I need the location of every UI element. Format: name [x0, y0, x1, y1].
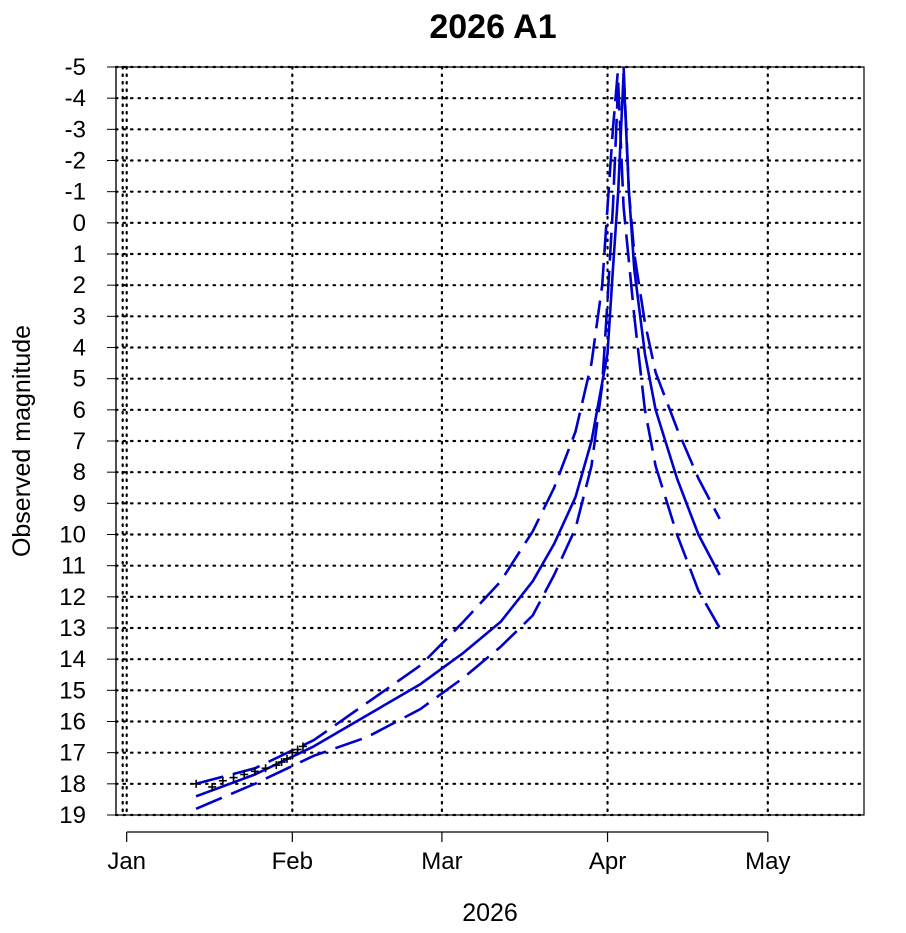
chart-title: 2026 A1	[429, 8, 556, 46]
y-tick-label: 15	[59, 677, 86, 704]
y-tick-label: -3	[65, 116, 86, 143]
x-tick-label: Apr	[589, 848, 626, 875]
x-tick-label: Jan	[107, 848, 146, 875]
observation-point	[299, 742, 307, 751]
y-tick-label: 17	[59, 740, 86, 767]
y-tick-label: 11	[61, 553, 86, 580]
y-tick-label: 10	[59, 522, 86, 549]
x-tick-label: May	[745, 848, 790, 875]
y-axis-label: Observed magnitude	[8, 325, 36, 557]
observation-point	[261, 764, 270, 773]
y-tick-label: 7	[73, 428, 86, 455]
observation-point	[218, 776, 227, 785]
x-axis: Jan Feb Mar Apr May	[107, 831, 791, 875]
series-line-1	[195, 73, 625, 798]
x-axis-label: 2026	[462, 899, 518, 927]
y-tick-label: 6	[73, 397, 86, 424]
y-tick-label: -4	[65, 85, 86, 112]
observation-point	[277, 758, 286, 767]
y-tick-label: 2	[73, 272, 86, 299]
y-tick-label: 5	[73, 366, 86, 393]
y-tick-label: 0	[73, 210, 86, 237]
series-line-2	[622, 73, 721, 576]
x-tick-label: Mar	[421, 848, 462, 875]
y-tick-label: 12	[59, 584, 86, 611]
observation-point	[229, 773, 238, 782]
observation-point	[272, 761, 281, 770]
observation-point	[288, 748, 297, 757]
y-tick-label: 3	[73, 303, 86, 330]
observation-point	[192, 779, 201, 788]
y-tick-label: 18	[59, 771, 86, 798]
y-tick-label: 16	[59, 709, 86, 736]
observation-point	[240, 770, 249, 779]
observations	[192, 742, 307, 791]
x-tick-label: Feb	[272, 848, 313, 875]
observation-point	[293, 745, 302, 754]
y-tick-label: 13	[59, 615, 86, 642]
y-tick-label: -5	[65, 54, 86, 81]
grid	[114, 65, 866, 817]
y-tick-label: -2	[65, 148, 86, 175]
y-tick-label: 8	[73, 459, 86, 486]
observation-point	[250, 767, 259, 776]
series-lines	[195, 67, 721, 810]
y-tick-label: 9	[73, 490, 86, 517]
y-tick-label: 14	[59, 646, 86, 673]
y-tick-label: 19	[59, 802, 86, 829]
observation-point	[208, 782, 217, 791]
y-tick-label: 1	[73, 241, 86, 268]
series-line-5	[195, 82, 620, 810]
series-line-3	[195, 67, 620, 786]
y-tick-label: 4	[73, 335, 86, 362]
series-line-4	[622, 67, 721, 520]
y-tick-label: -1	[65, 179, 86, 206]
series-line-6	[616, 82, 721, 629]
observation-point	[282, 754, 291, 763]
